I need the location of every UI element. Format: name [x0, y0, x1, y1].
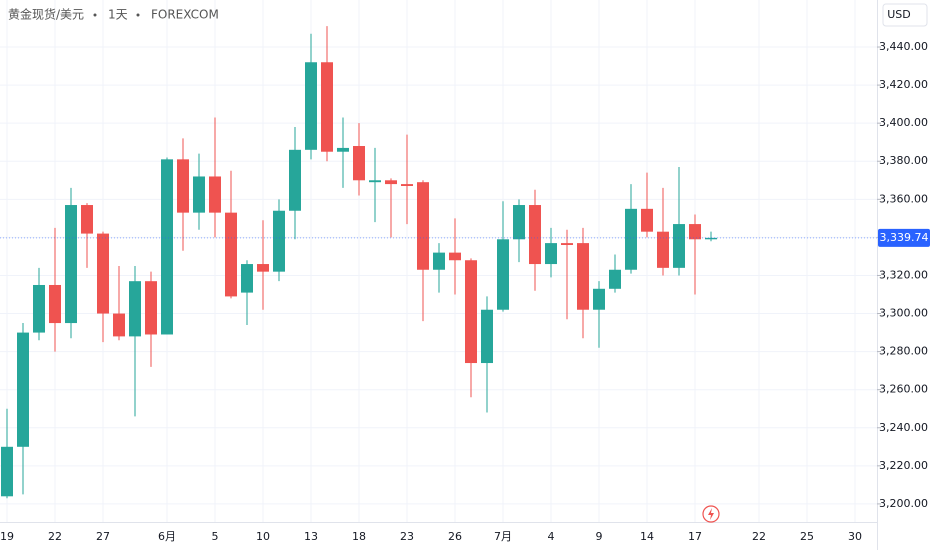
candle-body: [545, 243, 557, 265]
separator: [136, 13, 140, 17]
y-tick-label: 3,440.00: [879, 40, 928, 53]
y-tick-label: 3,380.00: [879, 154, 928, 167]
x-tick-label: 14: [640, 530, 654, 543]
candle-body: [609, 269, 621, 289]
candle-body: [337, 147, 349, 152]
candle-body: [465, 260, 477, 364]
candle-body: [689, 224, 701, 240]
candle-body: [401, 184, 413, 186]
candle-body: [241, 264, 253, 293]
x-tick-label: 18: [352, 530, 366, 543]
last-price-label: 3,339.74: [880, 231, 929, 244]
candle-body: [145, 281, 157, 335]
candle-body: [273, 210, 285, 272]
candle-body: [433, 252, 445, 270]
candle-body: [417, 182, 429, 270]
separator: [93, 13, 97, 17]
x-tick-label: 17: [688, 530, 702, 543]
candle-body: [353, 146, 365, 181]
candle-body: [369, 180, 381, 183]
interval: 1天: [108, 8, 128, 22]
candle-body: [113, 313, 125, 337]
y-tick-label: 3,400.00: [879, 116, 928, 129]
x-tick-label: 6月: [158, 530, 176, 543]
candle-body: [257, 264, 269, 272]
candle-body: [225, 212, 237, 297]
x-tick-label: 7月: [494, 530, 512, 543]
x-tick-label: 25: [800, 530, 814, 543]
last-price-box: [878, 228, 930, 247]
candle-body: [673, 224, 685, 268]
x-tick-label: 22: [48, 530, 62, 543]
candle-body: [657, 231, 669, 268]
candle-body: [529, 205, 541, 265]
candle-body: [497, 239, 509, 310]
symbol: 黄金现货/美元: [8, 7, 84, 22]
candle-body: [129, 281, 141, 337]
x-tick-label: 27: [96, 530, 110, 543]
candle-body: [449, 252, 461, 261]
x-tick-label: 26: [448, 530, 462, 543]
x-tick-label: 30: [848, 530, 862, 543]
y-tick-label: 3,420.00: [879, 78, 928, 91]
y-tick-label: 3,360.00: [879, 192, 928, 205]
x-tick-label: 9: [596, 530, 603, 543]
replay-icon[interactable]: [702, 505, 720, 523]
candle-body: [321, 62, 333, 152]
candle-body: [1, 446, 13, 497]
y-tick-label: 3,220.00: [879, 459, 928, 472]
candle-body: [33, 284, 45, 333]
candle-body: [481, 309, 493, 364]
candle-body: [17, 332, 29, 447]
candle-body: [81, 205, 93, 234]
candle-body: [577, 243, 589, 310]
candle-body: [385, 180, 397, 185]
x-tick-label: 5: [212, 530, 219, 543]
currency-box[interactable]: [882, 3, 928, 27]
source: FOREXCOM: [151, 8, 219, 22]
candle-body: [49, 284, 61, 324]
candle-body: [513, 205, 525, 240]
candle-body: [97, 233, 109, 314]
x-tick-label: 13: [304, 530, 318, 543]
candle-body: [65, 205, 77, 324]
candle-body: [593, 288, 605, 310]
candle-body: [641, 208, 653, 232]
candle-body: [177, 159, 189, 213]
x-tick-label: 23: [400, 530, 414, 543]
currency: USD: [887, 8, 911, 21]
y-tick-label: 3,320.00: [879, 268, 928, 281]
candle-body: [193, 176, 205, 213]
x-tick-label: 22: [752, 530, 766, 543]
candle-body: [561, 243, 573, 246]
y-tick-label: 3,240.00: [879, 421, 928, 434]
candle-body: [625, 208, 637, 270]
x-tick-label: 19: [0, 530, 14, 543]
candle-body: [161, 159, 173, 335]
x-tick-label: 4: [548, 530, 555, 543]
y-tick-label: 3,300.00: [879, 307, 928, 320]
y-tick-label: 3,260.00: [879, 383, 928, 396]
candle-body: [305, 62, 317, 150]
candle-body: [705, 237, 717, 240]
x-tick-label: 10: [256, 530, 270, 543]
candle-body: [289, 149, 301, 211]
y-tick-label: 3,280.00: [879, 345, 928, 358]
candle-body: [209, 176, 221, 213]
y-tick-label: 3,200.00: [879, 497, 928, 510]
